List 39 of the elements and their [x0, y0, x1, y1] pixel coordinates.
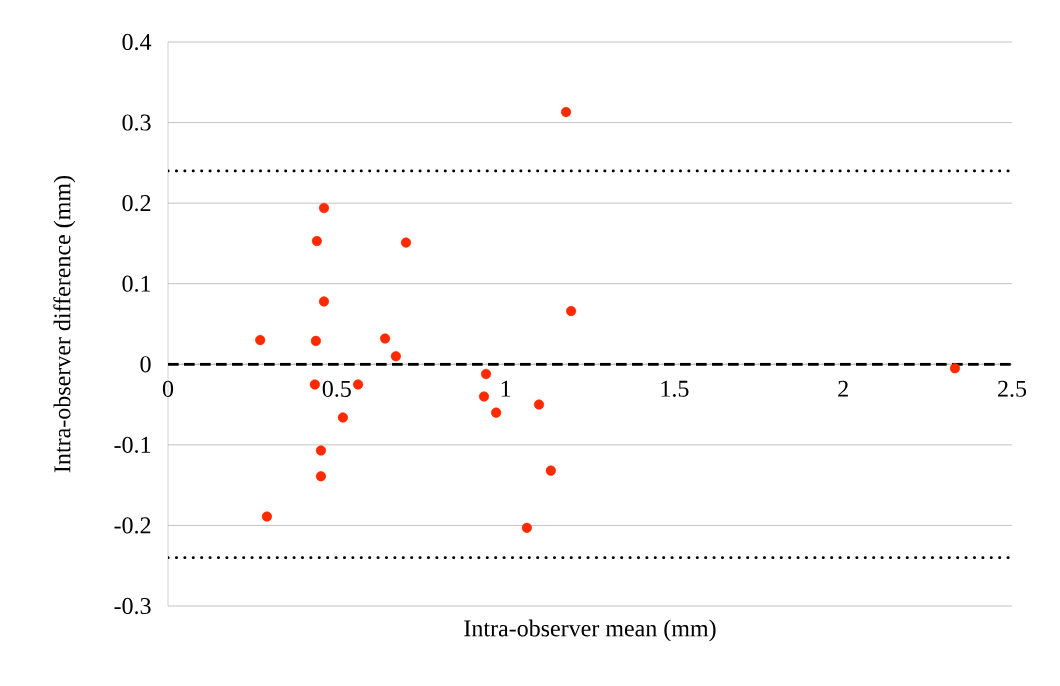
point [261, 511, 272, 522]
x-tick-label: 1.5 [661, 380, 689, 397]
y-tick-label: -0.2 [114, 517, 151, 534]
x-tick-label: 0 [162, 380, 174, 397]
point [491, 407, 502, 418]
y-tick-label: 0.3 [122, 114, 151, 131]
point [949, 363, 961, 374]
y-tick-label: -0.1 [114, 436, 151, 453]
point [480, 368, 492, 380]
point [560, 107, 572, 118]
point [309, 379, 320, 390]
point [315, 471, 327, 482]
point [478, 391, 490, 402]
point [318, 296, 330, 307]
y-tick-label: 0.2 [122, 195, 151, 212]
x-axis-title: Intra-observer mean (mm) [464, 619, 716, 642]
y-axis-title: Intra-observer difference (mm) [53, 176, 76, 473]
point [545, 465, 556, 476]
point [521, 522, 532, 533]
point [315, 445, 327, 456]
point [380, 333, 391, 344]
y-tick-label: 0 [140, 356, 151, 373]
y-tick-label: 0.4 [122, 33, 152, 51]
y-tick-label: 0.1 [122, 275, 151, 292]
x-tick-label: 0.5 [322, 380, 351, 398]
point [318, 202, 330, 214]
point [390, 351, 401, 362]
point [310, 335, 321, 346]
point [255, 335, 266, 346]
point [533, 399, 545, 410]
y-tick-label: -0.3 [114, 597, 151, 615]
x-tick-label: 2 [838, 380, 848, 397]
point [353, 379, 364, 390]
point [400, 237, 412, 248]
point [566, 306, 577, 317]
point [337, 412, 348, 423]
x-tick-label: 2.5 [998, 380, 1027, 397]
point [311, 235, 322, 247]
x-tick-label: 1 [501, 380, 511, 397]
